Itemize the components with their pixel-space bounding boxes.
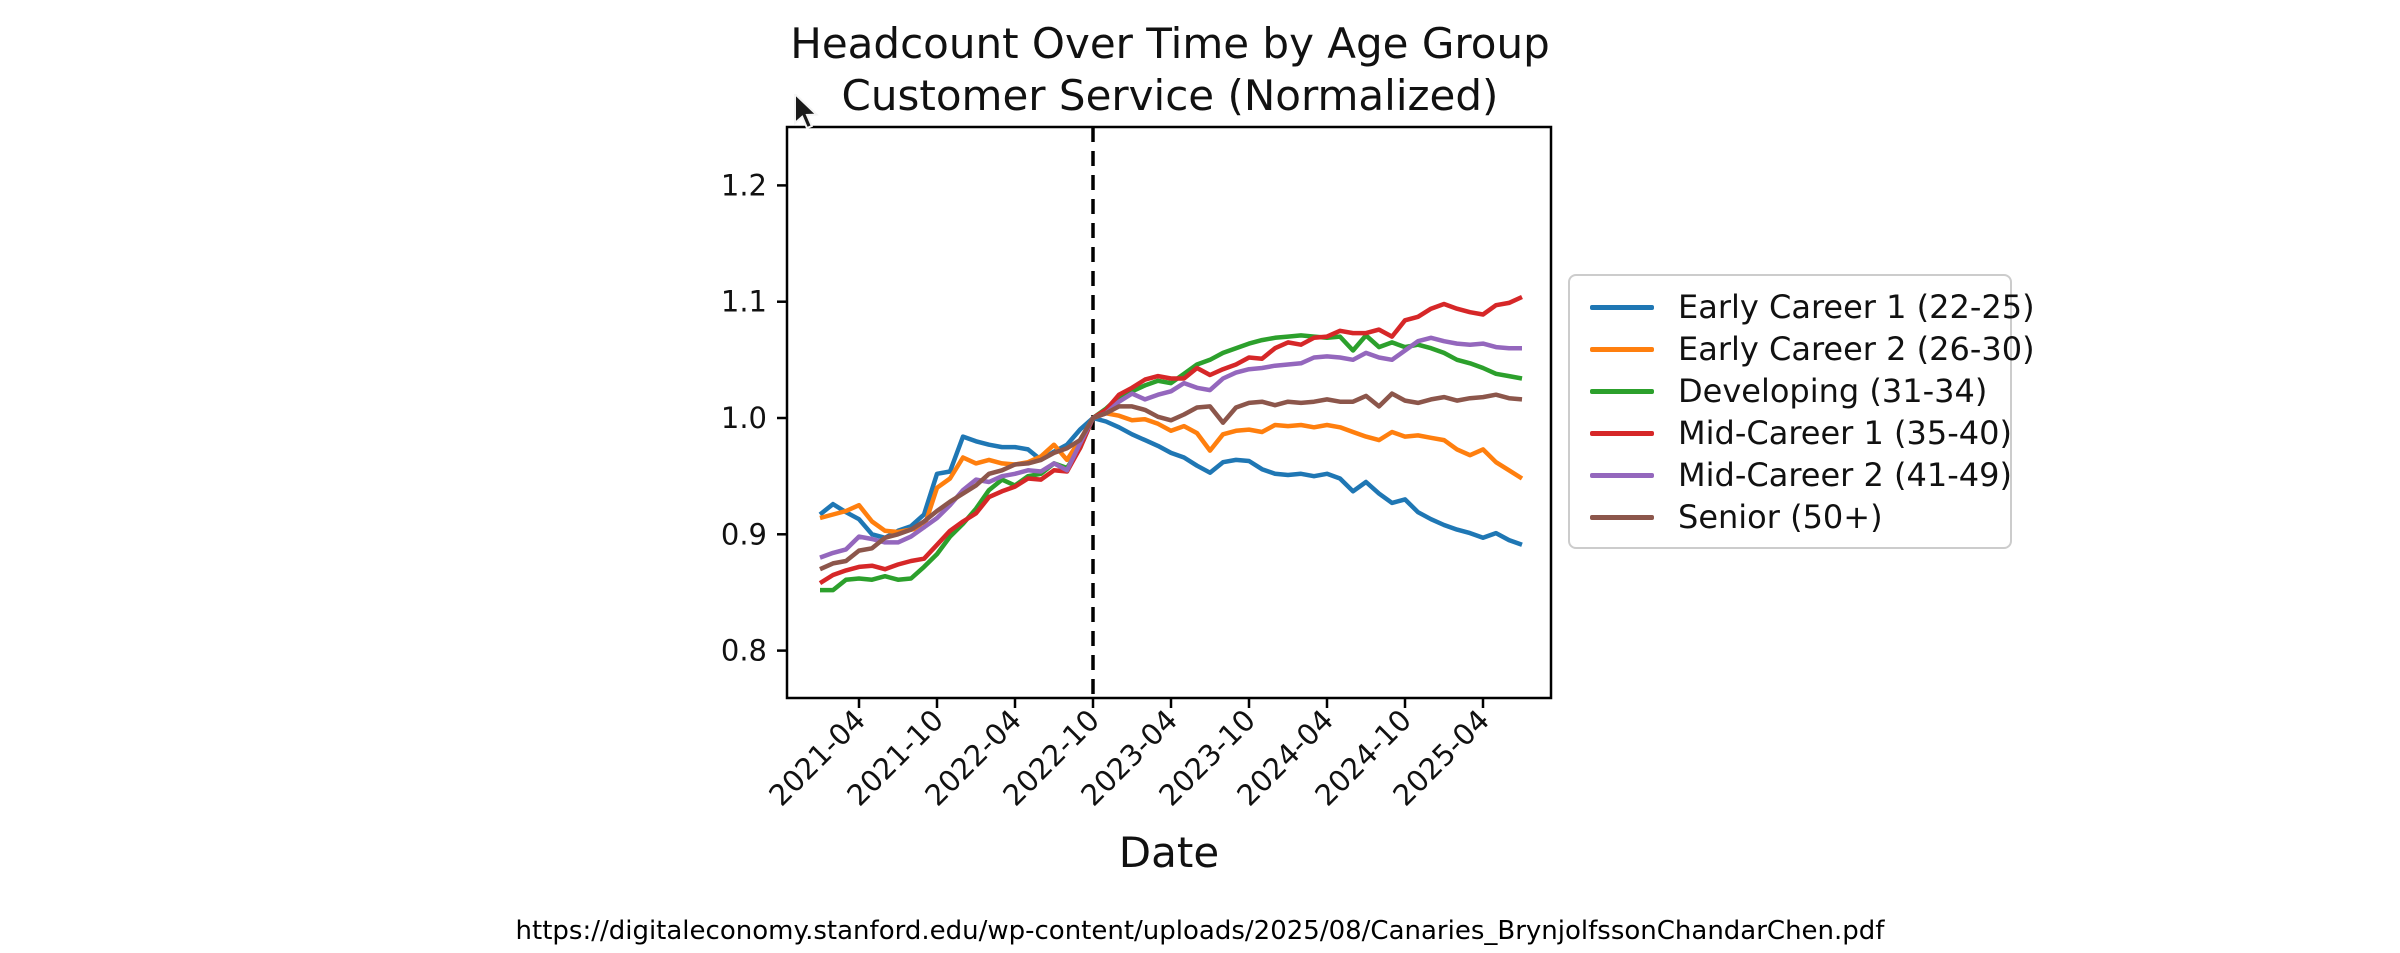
chart-title-line2: Customer Service (Normalized) [841,71,1499,120]
legend-line-swatch [1590,430,1654,436]
series-line [819,335,1522,560]
source-url: https://digitaleconomy.stanford.edu/wp-c… [515,916,1885,946]
mouse-cursor-icon [794,94,819,130]
series-lines [818,294,1524,593]
legend-label: Senior (50+) [1678,498,1883,536]
y-axis-ticks: 0.8 0.9 1.0 1.1 1.2 [721,168,787,668]
legend-label: Early Career 2 (26-30) [1678,330,2035,368]
legend-label: Early Career 1 (22-25) [1678,288,2035,326]
x-axis-label: Date [1118,828,1220,877]
svg-text:1.1: 1.1 [721,285,767,319]
series-line [818,294,1523,586]
legend-label: Mid-Career 1 (35-40) [1678,414,2012,452]
series-line [819,411,1524,535]
legend-item: Early Career 1 (22-25) [1582,286,2035,328]
legend-item: Developing (31-34) [1582,370,2010,412]
series-line [818,415,1523,547]
x-axis-ticks: 2021-042021-102022-042022-102023-042023-… [762,698,1496,813]
series-line [819,391,1523,572]
legend-line-swatch [1590,472,1654,478]
legend-line-swatch [1590,388,1654,394]
chart-title: Headcount Over Time by Age Group Custome… [770,18,1570,122]
series-line [820,333,1523,593]
legend-line-swatch [1590,304,1654,310]
chart-title-line1: Headcount Over Time by Age Group [790,19,1550,68]
legend: Early Career 1 (22-25) Early Career 2 (2… [1568,274,2035,549]
legend-line-swatch [1590,346,1654,352]
legend-item: Senior (50+) [1582,496,2010,538]
legend-line-swatch [1590,514,1654,520]
legend-item: Mid-Career 1 (35-40) [1582,412,2012,454]
plot-border [785,125,1553,700]
svg-text:1.0: 1.0 [721,401,767,435]
svg-text:0.8: 0.8 [721,634,767,668]
legend-label: Mid-Career 2 (41-49) [1678,456,2012,494]
svg-text:0.9: 0.9 [721,517,767,551]
svg-text:1.2: 1.2 [721,168,767,202]
legend-item: Mid-Career 2 (41-49) [1582,454,2012,496]
legend-item: Early Career 2 (26-30) [1582,328,2035,370]
legend-label: Developing (31-34) [1678,372,1988,410]
